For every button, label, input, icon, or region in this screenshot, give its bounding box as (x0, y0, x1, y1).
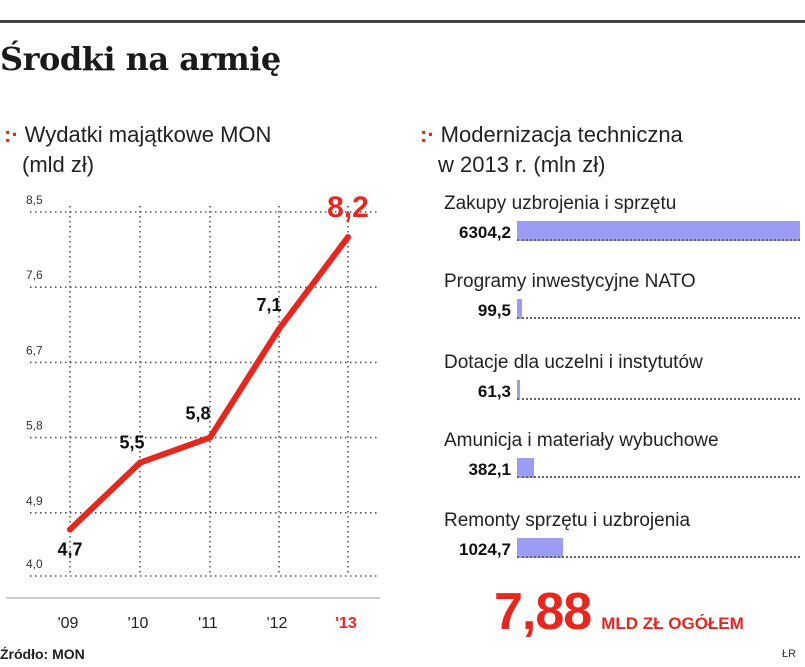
page-title: Środki na armię (0, 40, 281, 78)
author-credit: ŁR (782, 648, 797, 660)
data-label: 7,1 (256, 295, 281, 315)
bar-category-label: Amunicja i materiały wybuchowe (444, 430, 719, 451)
x-tick-label: '10 (128, 615, 149, 632)
source-note: Źródło: MON (0, 646, 85, 662)
y-tick-label: 5,8 (26, 419, 43, 433)
bar-track-gridline (517, 476, 800, 478)
bullet-marker-icon: :· (420, 122, 435, 147)
bar-value-label: 99,5 (477, 301, 511, 320)
total-summary: 7,88 MLD ZŁ OGÓŁEM (494, 582, 744, 642)
bar (517, 380, 520, 400)
x-tick-label: '13 (335, 615, 357, 632)
bar-chart-title-line2: w 2013 r. (mln zł) (438, 152, 606, 177)
y-tick-label: 4,9 (26, 494, 43, 508)
y-tick-label: 6,7 (26, 343, 43, 357)
bar-chart-title-line1: Modernizacja techniczna (440, 122, 683, 147)
y-tick-label: 8,5 (26, 193, 43, 207)
data-label: 5,8 (185, 404, 210, 424)
line-chart-title: :· Wydatki majątkowe MON (mld zł) (4, 120, 384, 180)
bullet-marker-icon: :· (4, 122, 19, 147)
bar-category-label: Dotacje dla uczelni i instytutów (444, 352, 703, 373)
top-rule (0, 20, 805, 23)
bar (517, 538, 563, 558)
bar (517, 299, 522, 319)
data-point (276, 325, 282, 332)
bar (517, 458, 535, 478)
bar-value-label: 1024,7 (459, 540, 511, 559)
bar-value-label: 6304,2 (459, 223, 511, 242)
data-point (207, 434, 213, 441)
x-tick-label: '11 (198, 615, 218, 632)
total-value: 7,88 (494, 583, 592, 641)
data-label: 8,2 (327, 191, 369, 224)
bar-chart-title: :· Modernizacja techniczna w 2013 r. (mln… (420, 120, 800, 180)
y-tick-label: 7,6 (26, 268, 43, 282)
x-tick-label: '12 (267, 615, 288, 632)
data-point (137, 459, 143, 466)
line-chart-title-line2: (mld zł) (22, 152, 95, 177)
bar-track-gridline (517, 239, 800, 241)
bar-category-label: Remonty sprzętu i uzbrojenia (444, 510, 691, 531)
bar-value-label: 382,1 (468, 460, 511, 479)
y-tick-label: 4,0 (26, 557, 43, 571)
data-point (67, 526, 73, 533)
data-point (345, 234, 351, 241)
bar-category-label: Programy inwestycyjne NATO (444, 271, 696, 292)
line-chart-title-line1: Wydatki majątkowe MON (24, 122, 272, 147)
bar-category-label: Zakupy uzbrojenia i sprzętu (444, 193, 677, 214)
data-label: 5,5 (119, 433, 144, 453)
bar-track-gridline (517, 398, 800, 400)
line-series (67, 234, 351, 533)
x-tick-label: '09 (58, 615, 79, 632)
bar-track-gridline (517, 556, 800, 558)
total-label: MLD ZŁ OGÓŁEM (601, 614, 744, 633)
bar-value-label: 61,3 (477, 382, 511, 401)
data-label: 4,7 (57, 540, 82, 560)
bar (517, 221, 800, 241)
bar-track-gridline (517, 317, 800, 319)
